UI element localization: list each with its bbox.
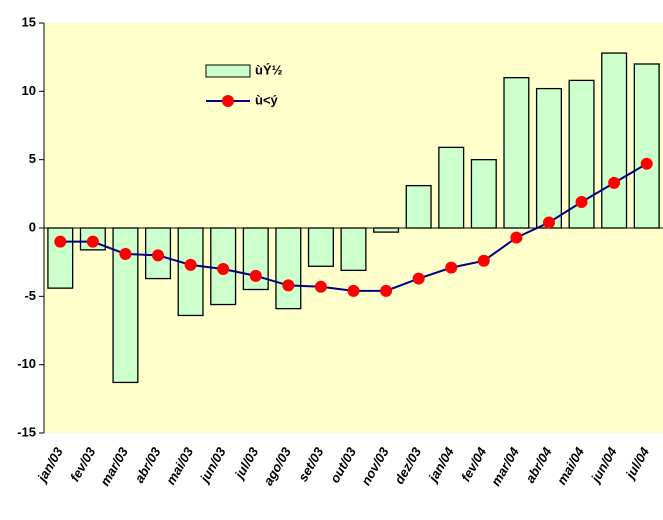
marker <box>152 249 165 262</box>
x-tick-label: jan/04 <box>424 444 457 486</box>
marker <box>608 176 621 189</box>
legend-swatch <box>205 64 251 78</box>
bar <box>633 63 660 229</box>
x-tick-label: mar/03 <box>97 444 131 488</box>
y-tick-label: -10 <box>17 356 36 371</box>
marker <box>217 263 230 275</box>
x-tick-label: jun/04 <box>587 444 620 486</box>
x-tick-label: nov/03 <box>358 444 392 488</box>
bar <box>470 159 497 229</box>
bar <box>405 184 432 229</box>
legend-label: ù<ý <box>255 92 279 107</box>
x-tick-label: set/03 <box>295 444 327 484</box>
marker <box>412 272 425 285</box>
marker <box>347 284 360 297</box>
bar <box>438 146 465 229</box>
x-tick-label: jan/03 <box>33 444 66 486</box>
marker <box>510 231 523 244</box>
marker <box>542 216 555 229</box>
bar <box>535 87 563 229</box>
x-tick-label: out/03 <box>327 444 360 485</box>
y-tick-label: 5 <box>29 151 36 166</box>
marker <box>380 284 393 297</box>
bar <box>373 227 400 233</box>
bar <box>503 77 530 229</box>
bar <box>601 52 628 229</box>
x-tick-label: abr/04 <box>522 444 555 485</box>
marker <box>184 258 197 271</box>
x-tick-label: mai/04 <box>554 444 588 487</box>
x-tick-label: jul/03 <box>231 444 262 483</box>
x-tick-label: dez/03 <box>391 444 424 487</box>
bar <box>275 227 302 310</box>
x-tick-label: mar/04 <box>488 444 522 488</box>
x-tick-label: ago/03 <box>260 444 294 488</box>
x-tick-label: jul/04 <box>622 444 653 483</box>
y-tick-label: 10 <box>22 83 36 98</box>
marker <box>445 261 458 274</box>
legend-label: ùÝ½ <box>255 62 283 77</box>
marker <box>575 196 588 209</box>
x-tick-label: mai/03 <box>163 444 197 487</box>
y-tick-label: -15 <box>17 424 36 439</box>
legend-marker <box>222 95 234 107</box>
y-tick-label: -5 <box>24 288 36 303</box>
bar <box>307 227 334 267</box>
marker <box>119 247 132 260</box>
marker <box>477 254 490 267</box>
bar <box>177 227 204 317</box>
x-tick-label: abr/03 <box>131 444 164 485</box>
marker <box>249 269 262 282</box>
marker <box>86 235 99 248</box>
x-tick-label: fev/03 <box>67 444 99 484</box>
x-tick-label: fev/04 <box>458 444 490 484</box>
x-tick-label: jun/03 <box>196 444 229 486</box>
y-tick-label: 0 <box>29 219 36 234</box>
y-tick-label: 15 <box>22 14 36 29</box>
marker <box>314 280 327 293</box>
marker <box>640 157 653 170</box>
marker <box>54 235 67 248</box>
bar <box>568 79 595 229</box>
marker <box>282 279 295 292</box>
bar <box>340 227 367 272</box>
